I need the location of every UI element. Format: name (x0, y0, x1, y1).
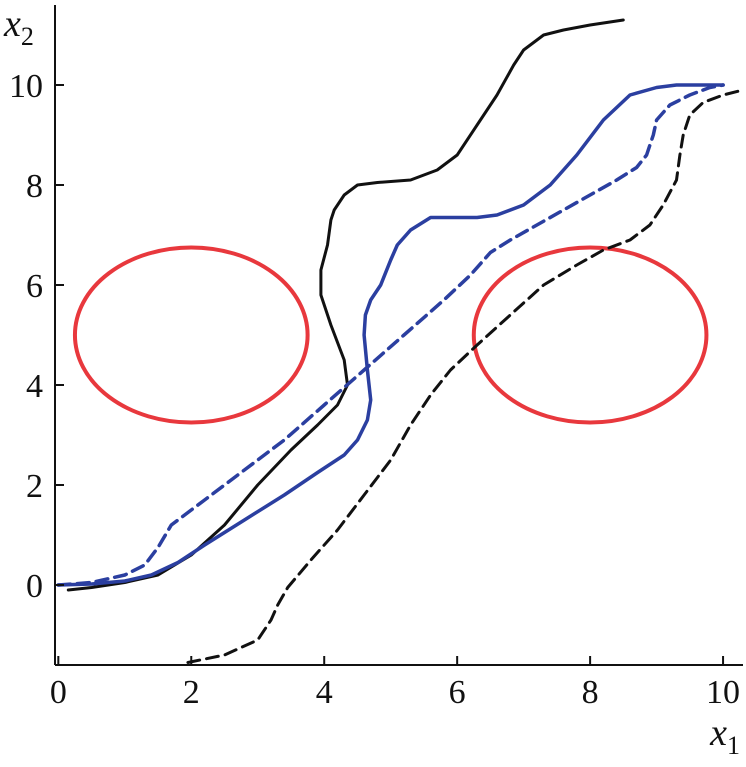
x-tick-label: 6 (449, 674, 466, 711)
x-tick-label: 8 (582, 674, 599, 711)
x-tick-label: 4 (316, 674, 333, 711)
series-line-4 (186, 88, 745, 664)
x-tick-label: 10 (706, 674, 740, 711)
x-axis-label: x1 (709, 712, 740, 760)
y-tick-label: 6 (26, 268, 43, 305)
series-line-2 (56, 83, 725, 587)
y-tick-label: 10 (9, 68, 43, 105)
obstacles (72, 245, 709, 425)
y-tick-label: 8 (26, 168, 43, 205)
ticks: 0 2 4 6 8 10 0 2 4 6 8 10 (9, 68, 740, 711)
series-lines (56, 18, 745, 664)
y-axis-label: x2 (3, 3, 34, 51)
obstacle-circle-2 (471, 245, 709, 425)
obstacle-circle-1 (72, 245, 310, 425)
axes (54, 5, 743, 666)
series-line-3 (56, 83, 725, 587)
y-tick-label: 4 (26, 368, 43, 405)
x-tick-label: 2 (183, 674, 200, 711)
y-tick-label: 2 (26, 468, 43, 505)
y-tick-label: 0 (26, 568, 43, 605)
series-line-1 (66, 18, 625, 592)
x-tick-label: 0 (50, 674, 67, 711)
